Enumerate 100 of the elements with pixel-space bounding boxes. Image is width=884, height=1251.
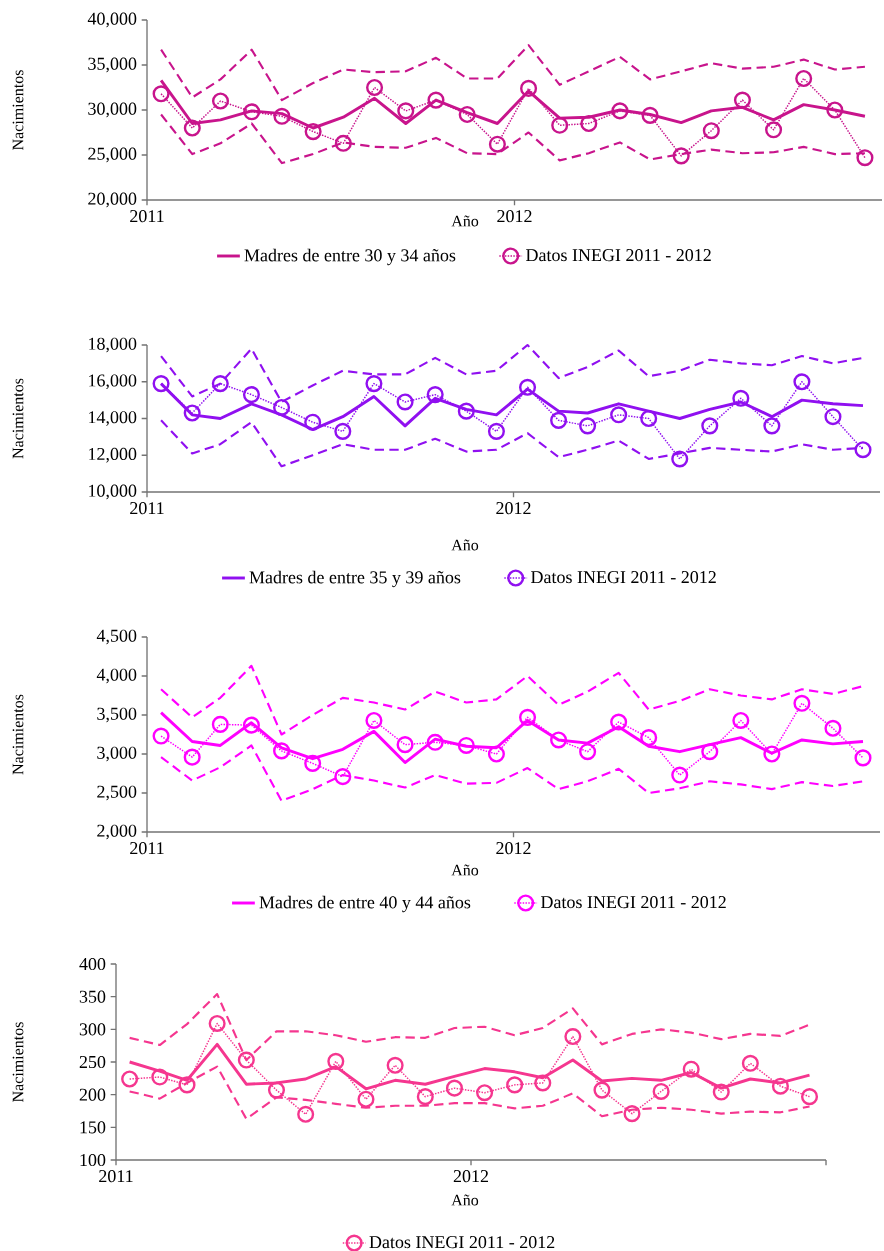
y-axis-title: Nacimientos [12, 694, 24, 775]
y-tick-label: 4,000 [96, 668, 137, 684]
point [593, 1081, 611, 1099]
point [824, 719, 842, 737]
legend-label: Madres de entre 30 y 34 años [244, 248, 456, 266]
point [641, 106, 659, 124]
point [610, 713, 628, 731]
point [854, 441, 872, 459]
x-tick-label: 2011 [130, 842, 164, 855]
y-tick-label: 10,000 [89, 484, 137, 500]
y-tick-label: 3,000 [97, 746, 137, 762]
point [519, 708, 537, 726]
point [671, 766, 689, 784]
point [580, 114, 598, 133]
point [611, 102, 629, 120]
point [671, 450, 689, 468]
y-tick-label: 20,000 [88, 192, 137, 208]
legend-label: Datos INEGI 2011 - 2012 [369, 1236, 555, 1249]
point [396, 736, 414, 754]
point [243, 103, 261, 121]
x-axis-title: Año [451, 539, 479, 551]
point [183, 748, 201, 766]
point [763, 417, 781, 435]
point [152, 375, 170, 393]
point [334, 134, 352, 152]
y-tick-label: 16,000 [89, 374, 137, 390]
point [396, 393, 414, 411]
point [763, 745, 781, 763]
y-tick-label: 30,000 [88, 102, 137, 118]
point [534, 1074, 552, 1092]
y-tick-label: 400 [79, 957, 106, 971]
point [297, 1105, 315, 1123]
point [457, 736, 475, 754]
point [397, 102, 415, 120]
point [702, 122, 720, 140]
point [682, 1060, 700, 1078]
point [242, 386, 260, 404]
point [334, 422, 352, 440]
point [121, 1070, 139, 1088]
point [824, 408, 842, 426]
y-tick-label: 300 [79, 1023, 106, 1036]
x-axis-title: Año [451, 215, 479, 227]
x-tick-label: 2011 [130, 502, 164, 515]
point [506, 1076, 524, 1094]
x-tick-label: 2011 [130, 210, 164, 223]
point [795, 69, 813, 88]
point [520, 79, 538, 97]
point [793, 373, 811, 391]
point [732, 711, 750, 729]
point [610, 406, 628, 424]
point [151, 1068, 169, 1086]
point [183, 404, 201, 422]
line-series [160, 44, 867, 102]
x-tick-label: 2012 [497, 210, 532, 223]
point [242, 716, 260, 734]
x-tick-label: 2012 [496, 842, 531, 855]
point [826, 101, 844, 119]
y-tick-label: 250 [79, 1055, 106, 1069]
point [487, 422, 505, 440]
y-axis-title: Nacimientos [12, 70, 24, 150]
point [519, 378, 537, 396]
point [427, 91, 445, 109]
point [273, 107, 291, 125]
point [672, 147, 690, 165]
point [304, 413, 322, 431]
point [640, 729, 658, 747]
x-tick-label: 2011 [99, 1170, 133, 1183]
legend-label: Datos INEGI 2011 - 2012 [531, 571, 716, 584]
point [304, 754, 322, 772]
point [327, 1052, 345, 1070]
point [273, 398, 291, 417]
y-tick-label: 2,500 [97, 785, 137, 801]
point [564, 1028, 582, 1046]
point [366, 78, 384, 97]
point [178, 1076, 196, 1094]
point [211, 715, 229, 733]
point [208, 1014, 226, 1032]
point [652, 1082, 670, 1100]
point [771, 1077, 789, 1095]
point [623, 1105, 641, 1123]
y-tick-label: 3,500 [97, 707, 137, 723]
y-axis-title: Nacimientos [12, 1022, 24, 1102]
point [793, 694, 811, 712]
point [800, 1088, 819, 1106]
y-tick-label: 40,000 [87, 12, 137, 28]
y-tick-label: 2,000 [97, 824, 137, 840]
y-tick-label: 150 [80, 1121, 106, 1134]
point [579, 743, 597, 761]
point [488, 135, 506, 153]
x-tick-label: 2012 [496, 502, 531, 515]
point [551, 116, 569, 134]
y-tick-label: 35,000 [88, 57, 137, 73]
legend-label: Datos INEGI 2011 - 2012 [526, 249, 711, 262]
point [550, 411, 568, 429]
point [732, 389, 750, 407]
point [152, 85, 170, 103]
point [701, 743, 719, 761]
legend-label: Madres de entre 35 y 39 años [249, 570, 461, 588]
y-tick-label: 14,000 [89, 411, 137, 426]
point [701, 417, 719, 435]
